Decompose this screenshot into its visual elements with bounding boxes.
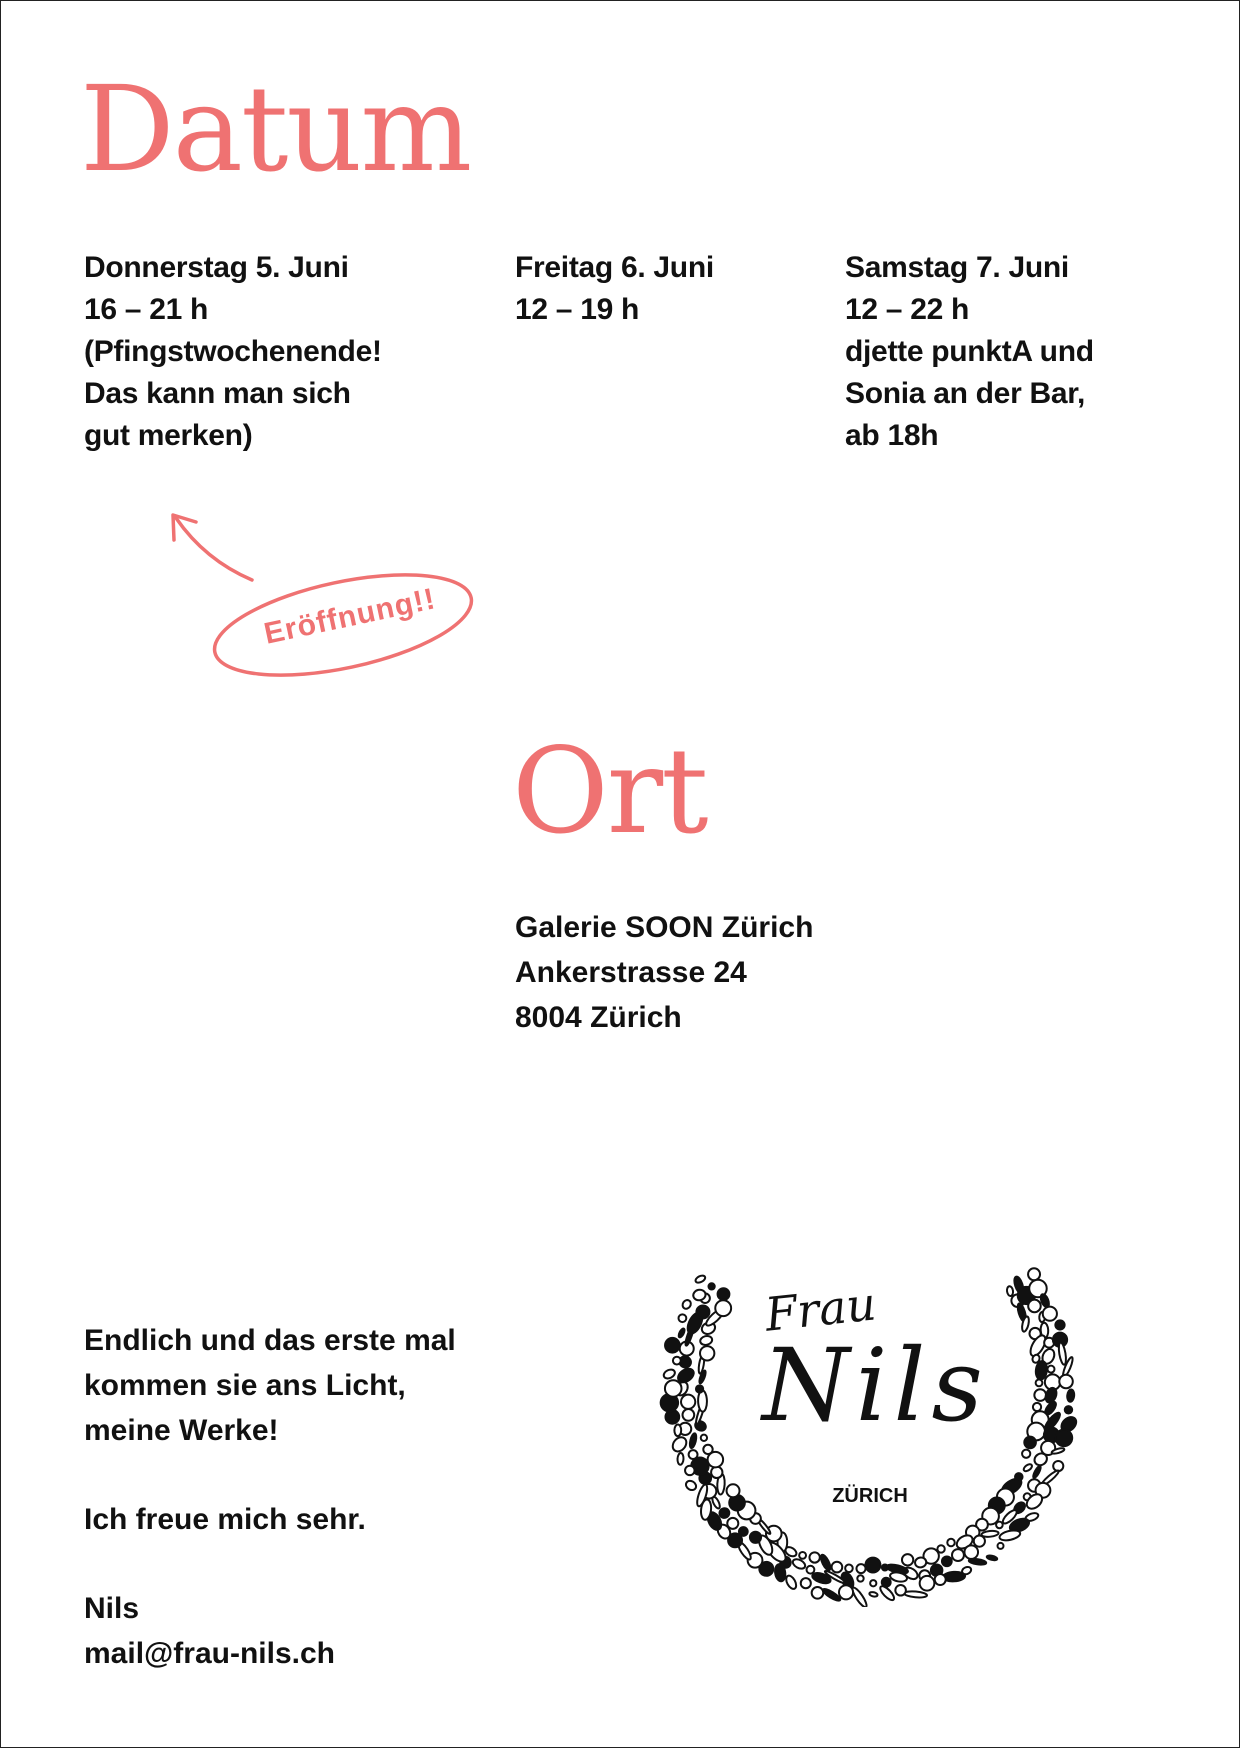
- day-note: djette punktA und: [845, 335, 1094, 368]
- note-line: meine Werke!: [84, 1414, 279, 1447]
- email-link[interactable]: mail@frau-nils.ch: [84, 1637, 335, 1670]
- day-heading: Donnerstag 5. Juni: [84, 251, 349, 284]
- signature: Nils: [84, 1592, 140, 1625]
- day-note: Das kann man sich: [84, 377, 351, 410]
- day-note: (Pfingstwochenende!: [84, 335, 382, 368]
- badge-ellipse: [212, 573, 474, 677]
- note-line: kommen sie ans Licht,: [84, 1369, 406, 1402]
- day-thursday: Donnerstag 5. Juni 16 – 21 h (Pfingstwoc…: [84, 247, 382, 457]
- city: 8004 Zürich: [515, 1001, 682, 1034]
- personal-note: Endlich und das erste mal kommen sie ans…: [84, 1318, 456, 1676]
- day-note: ab 18h: [845, 419, 939, 452]
- day-heading: Samstag 7. Juni: [845, 251, 1069, 284]
- frau-nils-logo: Frau Nils ZÜRICH: [647, 1187, 1093, 1609]
- day-hours: 12 – 22 h: [845, 293, 970, 326]
- note-line: Endlich und das erste mal: [84, 1324, 456, 1357]
- logo-nils: Nils: [762, 1327, 989, 1444]
- day-hours: 16 – 21 h: [84, 293, 209, 326]
- venue-name: Galerie SOON Zürich: [515, 911, 814, 944]
- ort-heading: Ort: [512, 722, 709, 860]
- street: Ankerstrasse 24: [515, 956, 747, 989]
- address: Galerie SOON Zürich Ankerstrasse 24 8004…: [515, 905, 813, 1040]
- day-note: gut merken): [84, 419, 253, 452]
- datum-heading: Datum: [80, 60, 472, 198]
- logo-city: ZÜRICH: [832, 1485, 908, 1507]
- day-hours: 12 – 19 h: [515, 293, 640, 326]
- day-note: Sonia an der Bar,: [845, 377, 1085, 410]
- day-friday: Freitag 6. Juni 12 – 19 h: [515, 247, 714, 331]
- note-line: Ich freue mich sehr.: [84, 1503, 366, 1536]
- day-heading: Freitag 6. Juni: [515, 251, 714, 284]
- day-saturday: Samstag 7. Juni 12 – 22 h djette punktA …: [845, 247, 1094, 457]
- wreath-icon: [659, 1267, 1078, 1609]
